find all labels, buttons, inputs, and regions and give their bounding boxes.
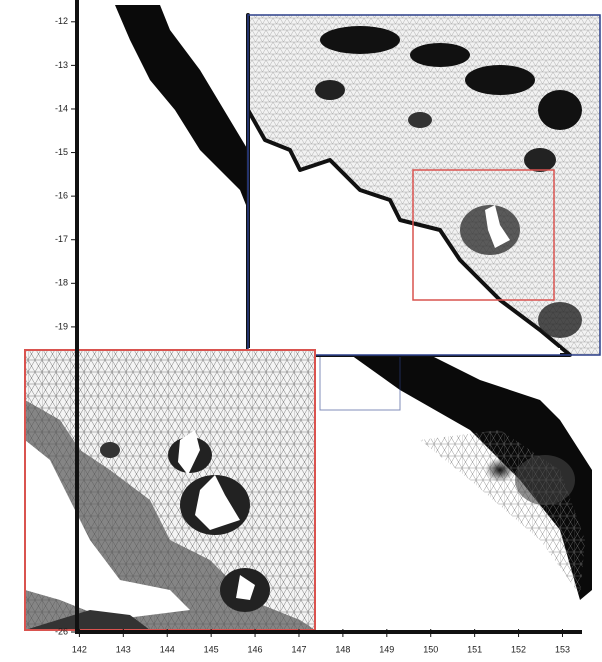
x-tick-label: 143 [116,644,131,654]
inset-upper [246,13,601,357]
x-tick-label: 146 [248,644,263,654]
x-tick-label: 153 [555,644,570,654]
x-tick-label: 148 [335,644,350,654]
y-tick-label: -26 [55,626,68,636]
y-tick-label: -14 [55,103,68,113]
y-tick-label: -13 [55,60,68,70]
y-tick-label: -15 [55,147,68,157]
x-tick-label: 149 [379,644,394,654]
x-tick-label: 142 [72,644,87,654]
x-tick-label: 147 [291,644,306,654]
axes: -12 -13 -14 -15 -16 -17 -18 -19 -26 142 143 144 145 1… [55,0,582,654]
x-tick-label: 145 [204,644,219,654]
y-tick-label: -12 [55,16,68,26]
x-axis-bar [75,630,582,634]
x-tick-label: 152 [511,644,526,654]
y-tick-label: -17 [55,234,68,244]
y-axis-bar [75,0,79,632]
x-tick-label: 150 [423,644,438,654]
x-tick-label: 144 [160,644,175,654]
y-tick-label: -16 [55,191,68,201]
inset-lower [24,349,316,631]
y-tick-label: -18 [55,278,68,288]
y-tick-label: -19 [55,321,68,331]
x-tick-label: 151 [467,644,482,654]
